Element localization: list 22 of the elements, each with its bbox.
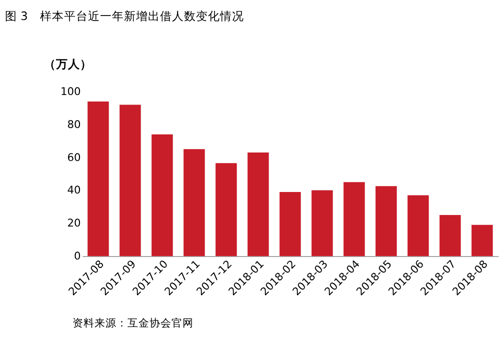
bar bbox=[312, 190, 333, 256]
bar bbox=[120, 104, 141, 256]
bar bbox=[216, 163, 237, 256]
y-tick-label: 60 bbox=[67, 150, 81, 164]
text: 资料来源：互金协会官网 bbox=[72, 316, 194, 330]
bar bbox=[152, 134, 173, 256]
y-tick-label: 100 bbox=[60, 85, 82, 98]
bar bbox=[344, 182, 365, 256]
bar bbox=[184, 149, 205, 256]
y-axis-title: （万人） bbox=[44, 56, 92, 71]
bar bbox=[472, 224, 493, 256]
bar bbox=[280, 192, 301, 256]
bar bbox=[376, 186, 397, 256]
bar bbox=[440, 214, 461, 256]
y-tick-label: 40 bbox=[67, 184, 81, 197]
y-tick-label: 80 bbox=[67, 118, 81, 131]
bar bbox=[248, 152, 269, 256]
bar bbox=[88, 102, 109, 256]
y-tick-label: 20 bbox=[67, 216, 81, 230]
bar bbox=[408, 195, 429, 256]
chart-title: 图 3 样本平台近一年新增出借人数变化情况 bbox=[4, 9, 244, 24]
y-tick-label: 0 bbox=[74, 249, 82, 262]
